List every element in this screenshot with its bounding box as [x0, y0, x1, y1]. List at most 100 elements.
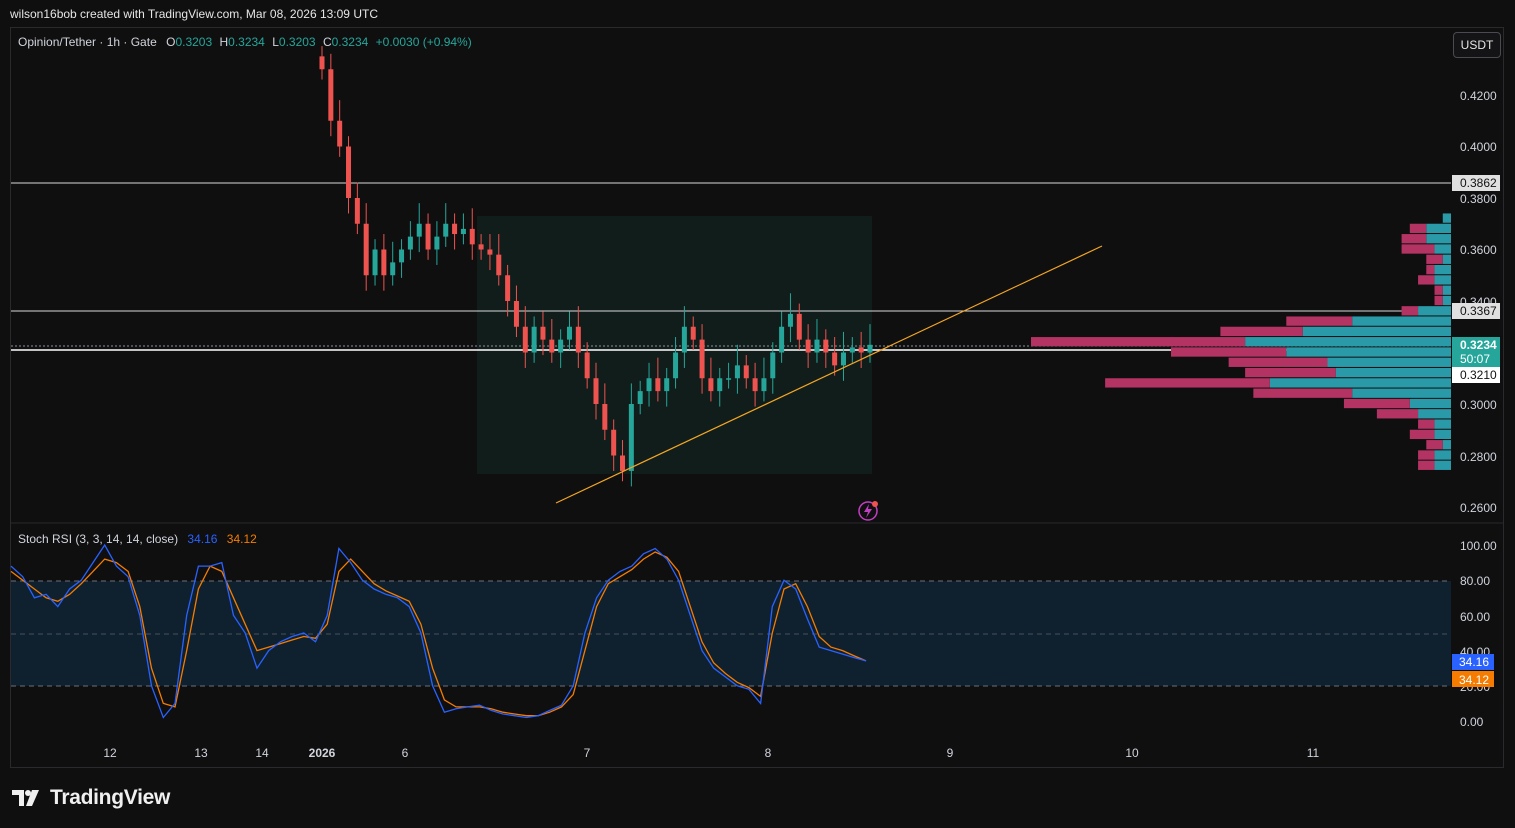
low-label: L [272, 35, 279, 49]
vp-buy-bar [1434, 264, 1451, 275]
candle-body[interactable] [858, 347, 864, 353]
candles [319, 46, 873, 487]
vp-buy-bar [1426, 223, 1451, 234]
candle-body[interactable] [478, 244, 484, 250]
candle-body[interactable] [372, 249, 378, 276]
stoch-title: Stoch RSI (3, 3, 14, 14, close) [18, 532, 179, 546]
candle-body[interactable] [584, 352, 590, 379]
candle-body[interactable] [319, 56, 325, 70]
price-axis[interactable]: 0.4200 0.4000 0.3800 0.3600 0.3400 0.300… [1460, 89, 1497, 515]
candle-body[interactable] [840, 352, 846, 366]
time-tick: 12 [103, 746, 117, 760]
candle-body[interactable] [566, 326, 572, 340]
candle-body[interactable] [549, 339, 555, 353]
candle-body[interactable] [337, 120, 343, 147]
candle-body[interactable] [452, 223, 458, 235]
stoch-tick: 0.00 [1460, 715, 1484, 729]
vp-sell-bar [1409, 223, 1427, 234]
candle-body[interactable] [646, 378, 652, 392]
stoch-axis[interactable]: 100.00 80.00 60.00 40.00 20.00 0.00 [1460, 539, 1497, 729]
candle-body[interactable] [637, 391, 643, 404]
lightning-alert-icon[interactable] [858, 501, 878, 521]
candle-body[interactable] [787, 313, 793, 327]
candle-body[interactable] [690, 326, 696, 340]
candle-body[interactable] [354, 198, 360, 224]
candle-body[interactable] [425, 223, 431, 250]
candle-body[interactable] [487, 249, 493, 255]
candle-body[interactable] [779, 326, 785, 353]
candle-body[interactable] [434, 236, 440, 250]
tradingview-logo[interactable]: TradingView [12, 786, 170, 810]
stoch-k-box [1452, 654, 1494, 670]
trendline[interactable] [555, 245, 1103, 504]
candle-body[interactable] [867, 344, 873, 353]
vp-sell-bar [1401, 306, 1419, 316]
candle-body[interactable] [681, 326, 687, 353]
price-tick: 0.4000 [1460, 140, 1497, 154]
candle-body[interactable] [708, 378, 714, 392]
candle-body[interactable] [796, 313, 802, 340]
candle-body[interactable] [628, 404, 634, 471]
stoch-legend[interactable]: Stoch RSI (3, 3, 14, 14, close) 34.16 34… [18, 532, 257, 546]
currency-unit-button[interactable]: USDT [1453, 32, 1501, 58]
candle-body[interactable] [399, 249, 405, 263]
candle-body[interactable] [558, 339, 564, 353]
candle-body[interactable] [469, 228, 475, 245]
candle-body[interactable] [381, 249, 387, 276]
candle-body[interactable] [832, 352, 838, 366]
candle-body[interactable] [522, 326, 528, 353]
candle-body[interactable] [664, 378, 670, 392]
candle-body[interactable] [593, 378, 599, 404]
candle-body[interactable] [611, 429, 617, 456]
candle-body[interactable] [655, 378, 661, 392]
price-tick: 0.3600 [1460, 243, 1497, 257]
candle-body[interactable] [513, 301, 519, 327]
price-tick: 0.2600 [1460, 501, 1497, 515]
vp-buy-bar [1434, 419, 1451, 429]
candle-body[interactable] [823, 339, 829, 353]
candle-body[interactable] [407, 236, 413, 250]
candle-body[interactable] [540, 326, 546, 340]
price-label-mid: 0.3367 [1460, 304, 1497, 318]
candle-body[interactable] [575, 326, 581, 353]
candle-body[interactable] [416, 223, 422, 237]
candle-body[interactable] [673, 352, 679, 379]
symbol-legend[interactable]: Opinion/Tether · 1h · Gate O0.3203 H0.32… [18, 35, 472, 49]
candle-body[interactable] [717, 378, 723, 392]
high-value: 0.3234 [228, 35, 265, 49]
candle-body[interactable] [460, 228, 466, 235]
vp-buy-bar [1442, 254, 1451, 264]
candle-body[interactable] [743, 365, 749, 379]
vp-sell-bar [1418, 275, 1435, 285]
time-axis[interactable]: 12 13 14 2026 6 7 8 9 10 11 [103, 746, 1319, 760]
vp-buy-bar [1352, 388, 1451, 398]
stoch-d-value: 34.12 [226, 532, 257, 546]
candle-body[interactable] [849, 347, 855, 353]
candle-body[interactable] [752, 378, 758, 392]
stoch-tick: 80.00 [1460, 574, 1490, 588]
countdown-label: 50:07 [1460, 352, 1490, 366]
candle-body[interactable] [363, 223, 369, 276]
vp-sell-bar [1426, 264, 1435, 275]
candle-body[interactable] [531, 326, 537, 353]
candle-body[interactable] [734, 365, 740, 379]
candle-body[interactable] [620, 455, 626, 471]
vp-sell-bar [1228, 357, 1328, 367]
candle-body[interactable] [346, 146, 352, 199]
candle-body[interactable] [699, 339, 705, 379]
candle-body[interactable] [496, 254, 502, 276]
candle-body[interactable] [602, 404, 608, 430]
candle-body[interactable] [726, 378, 732, 380]
candle-body[interactable] [443, 223, 449, 237]
top-bar: wilson16bob created with TradingView.com… [0, 0, 1515, 28]
candle-body[interactable] [505, 275, 511, 301]
candle-body[interactable] [328, 69, 334, 121]
candle-body[interactable] [761, 378, 767, 392]
candle-body[interactable] [390, 262, 396, 276]
close-value: 0.3234 [331, 35, 369, 49]
candle-body[interactable] [814, 339, 820, 353]
candle-body[interactable] [770, 352, 776, 379]
stoch-tick: 60.00 [1460, 610, 1490, 624]
candle-body[interactable] [805, 339, 811, 353]
